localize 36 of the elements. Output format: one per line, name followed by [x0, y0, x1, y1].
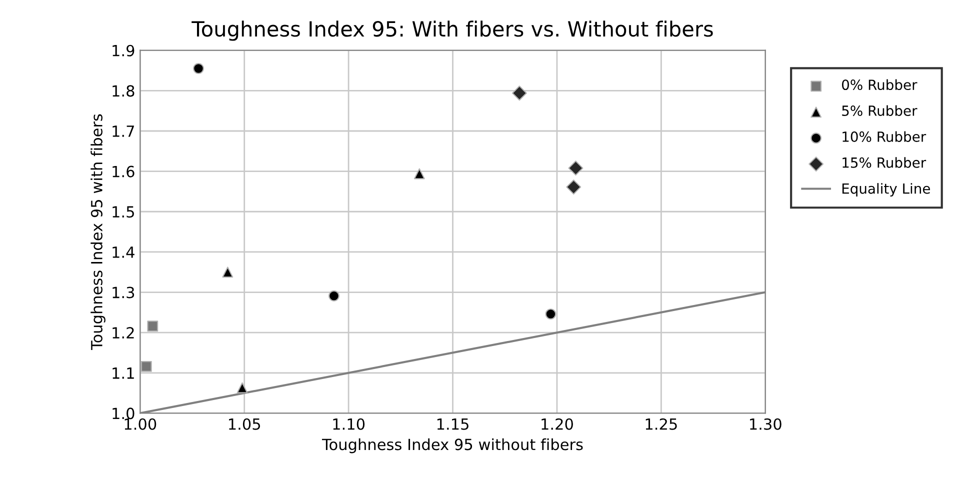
x-tick-label: 1.25 — [646, 418, 677, 430]
point — [414, 168, 425, 180]
point — [236, 382, 248, 394]
y-tick-label: 1.7 — [112, 126, 134, 137]
y-tick-label: 1.3 — [112, 286, 134, 298]
x-tick-label: 1.15 — [437, 418, 468, 430]
legend-label: 0% Rubber — [842, 79, 918, 90]
legend-label: 5% Rubber — [842, 105, 918, 116]
point — [545, 308, 556, 320]
y-tick-label: 1.5 — [112, 206, 134, 218]
y-tick-label: 1.2 — [112, 327, 134, 338]
point — [568, 160, 584, 176]
legend-label: Equality Line — [842, 183, 930, 197]
point — [328, 290, 340, 302]
y-tick-label: 1.4 — [112, 246, 134, 258]
point — [193, 63, 204, 74]
point — [566, 180, 582, 195]
x-tick-label: 1.00 — [124, 418, 156, 430]
y-tick-label: 1.8 — [112, 85, 134, 97]
x-tick-label: 1.20 — [542, 418, 573, 430]
x-axis-title: Toughness Index 95 without fibers — [322, 438, 583, 454]
point — [512, 86, 527, 101]
point — [140, 360, 152, 372]
x-tick-label: 1.30 — [750, 418, 782, 430]
y-tick-label: 1.9 — [112, 44, 134, 56]
x-tick-label: 1.05 — [229, 418, 260, 430]
y-tick-label: 1.6 — [112, 166, 134, 178]
point — [147, 320, 158, 332]
y-tick-label: 1.0 — [112, 408, 134, 420]
x-tick-label: 1.10 — [333, 418, 365, 430]
legend-label: 15% Rubber — [842, 157, 926, 168]
point — [222, 266, 234, 278]
y-axis-title: Toughness Index 95 with fibers — [90, 114, 106, 350]
legend-label: 10% Rubber — [842, 131, 926, 142]
chart-title: Toughness Index 95: With fibers vs. Without fibers — [192, 20, 713, 41]
y-tick-label: 1.1 — [112, 368, 134, 379]
